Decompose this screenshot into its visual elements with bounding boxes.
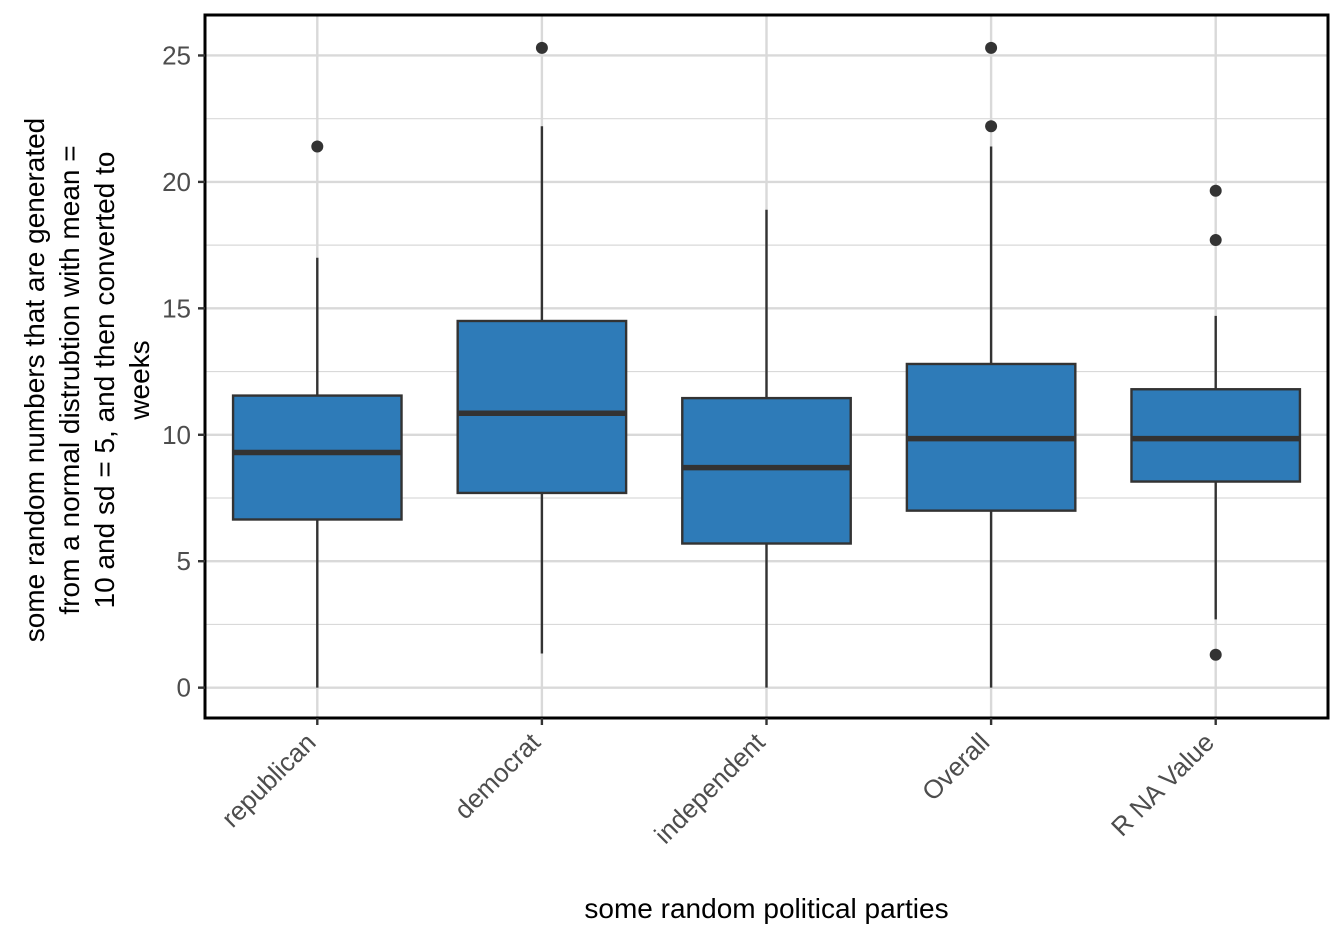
- y-axis-title-line: some random numbers that are generated: [19, 118, 50, 643]
- x-tick-label: democrat: [448, 726, 546, 824]
- outlier-point: [1209, 648, 1222, 661]
- outlier-point: [1209, 184, 1222, 197]
- x-tick-label: republican: [215, 727, 321, 833]
- box-independent: [681, 209, 852, 688]
- box-body: [456, 319, 628, 495]
- y-tick-label: 10: [162, 420, 191, 450]
- outlier-point: [985, 41, 998, 54]
- y-tick-label: 5: [177, 546, 191, 576]
- y-tick-label: 25: [162, 40, 191, 70]
- box-republican: [231, 140, 403, 688]
- outlier-point: [535, 41, 548, 54]
- y-axis-title-line: from a normal distrubtion with mean =: [54, 145, 85, 614]
- box-overall: [905, 41, 1077, 688]
- box-body: [1130, 388, 1302, 483]
- x-tick-label: Overall: [916, 727, 995, 806]
- y-tick-label: 15: [162, 293, 191, 323]
- x-tick-label: R NA Value: [1105, 727, 1220, 842]
- x-axis-title: some random political parties: [584, 893, 948, 924]
- y-axis-title-line: 10 and sd = 5, and then converted to: [89, 152, 120, 609]
- box-democrat: [456, 41, 628, 654]
- box-body: [681, 396, 852, 545]
- y-axis-title: some random numbers that are generated fr…: [19, 118, 155, 643]
- boxes: [231, 41, 1302, 688]
- outlier-point: [311, 140, 324, 153]
- box-body: [231, 394, 403, 521]
- x-tick-label: independent: [648, 726, 771, 849]
- outlier-point: [1209, 234, 1222, 247]
- y-tick-label: 20: [162, 167, 191, 197]
- y-tick-label: 0: [177, 673, 191, 703]
- outlier-point: [985, 120, 998, 133]
- box-r-na-value: [1130, 184, 1302, 661]
- y-axis-title-line: weeks: [124, 340, 155, 420]
